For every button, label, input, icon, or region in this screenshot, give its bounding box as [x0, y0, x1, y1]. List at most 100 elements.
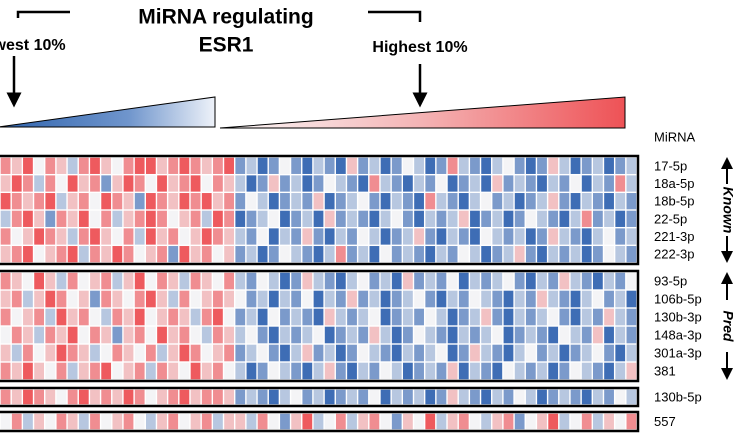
cell [403, 308, 413, 326]
cell [403, 362, 413, 380]
cell [358, 272, 369, 290]
cell [414, 193, 424, 210]
cell [78, 157, 89, 174]
cell [246, 175, 257, 192]
cell [280, 413, 290, 430]
row-label: 18b-5p [654, 194, 694, 209]
row-label: 301a-3p [654, 345, 702, 360]
cell [201, 210, 212, 227]
cell [235, 344, 246, 362]
cell [492, 290, 503, 308]
cell [123, 193, 134, 210]
cell [458, 210, 469, 227]
cell [492, 308, 503, 326]
cell [313, 228, 324, 245]
cell [335, 157, 346, 174]
cell [525, 272, 536, 290]
cell [280, 308, 290, 326]
cell [101, 308, 112, 326]
cell [604, 193, 614, 210]
cell [369, 308, 380, 326]
cell [380, 272, 391, 290]
cell [190, 193, 201, 210]
cell [45, 326, 56, 344]
cell [436, 157, 447, 174]
cell [369, 210, 380, 227]
cell [458, 272, 469, 290]
cell [425, 175, 436, 192]
cell [604, 246, 614, 263]
cell [537, 362, 547, 380]
cell [56, 193, 67, 210]
cell [0, 228, 11, 245]
cell [101, 413, 112, 430]
cell [190, 389, 201, 405]
cell [559, 272, 570, 290]
cell [134, 413, 145, 430]
cell [257, 157, 268, 174]
cell [123, 157, 134, 174]
cell [470, 157, 480, 174]
cell [481, 326, 492, 344]
cell [626, 389, 637, 405]
cell [548, 193, 559, 210]
cell [414, 413, 424, 430]
cell [90, 344, 100, 362]
cell [604, 175, 614, 192]
cell [190, 308, 201, 326]
cell [23, 308, 33, 326]
cell [168, 362, 179, 380]
cell [179, 210, 190, 227]
cell [23, 272, 33, 290]
cell [447, 308, 458, 326]
cell [268, 389, 279, 405]
cell [347, 246, 357, 263]
cell [347, 308, 357, 326]
cell [34, 228, 45, 245]
cell [436, 308, 447, 326]
decor [6, 10, 428, 108]
cell [626, 290, 637, 308]
cell [0, 308, 11, 326]
cell [246, 362, 257, 380]
cell [548, 326, 559, 344]
cell [67, 246, 78, 263]
cell [168, 210, 179, 227]
cell [548, 157, 559, 174]
cell [324, 246, 335, 263]
cell [34, 157, 45, 174]
cell [436, 193, 447, 210]
cell [90, 362, 100, 380]
cell [291, 272, 302, 290]
cell [425, 246, 436, 263]
cell [503, 193, 514, 210]
cell [235, 389, 246, 405]
cell [112, 308, 123, 326]
cell [425, 326, 436, 344]
cell [112, 175, 123, 192]
cell [391, 344, 402, 362]
cell [179, 290, 190, 308]
cell [313, 157, 324, 174]
cell [559, 246, 570, 263]
cell [246, 210, 257, 227]
cell [324, 413, 335, 430]
cell [280, 362, 290, 380]
cell [213, 389, 223, 405]
cell [324, 193, 335, 210]
cell [101, 193, 112, 210]
cell [324, 362, 335, 380]
cell [313, 246, 324, 263]
cell [134, 228, 145, 245]
cell [168, 157, 179, 174]
cell [425, 290, 436, 308]
cell [112, 246, 123, 263]
cell [224, 272, 234, 290]
cell [369, 157, 380, 174]
cell [23, 344, 33, 362]
cell [246, 157, 257, 174]
cell [447, 344, 458, 362]
cell [179, 362, 190, 380]
cell [78, 344, 89, 362]
